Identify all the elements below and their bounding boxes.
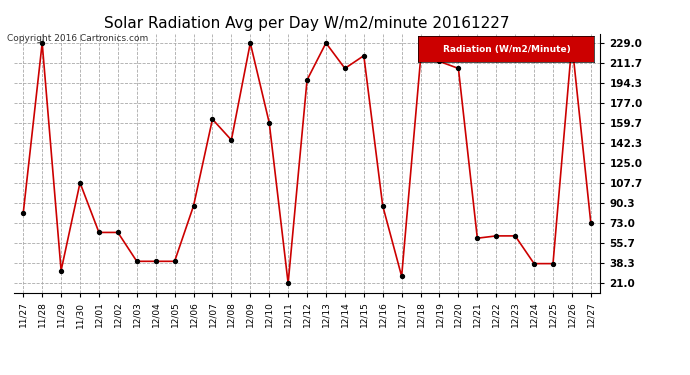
- Text: Copyright 2016 Cartronics.com: Copyright 2016 Cartronics.com: [7, 34, 148, 43]
- Point: [529, 261, 540, 267]
- Point: [491, 233, 502, 239]
- Point: [150, 258, 161, 264]
- Point: [112, 230, 124, 236]
- Point: [75, 180, 86, 186]
- Point: [547, 261, 558, 267]
- Title: Solar Radiation Avg per Day W/m2/minute 20161227: Solar Radiation Avg per Day W/m2/minute …: [104, 16, 510, 31]
- Point: [264, 120, 275, 126]
- Point: [37, 40, 48, 46]
- Point: [396, 273, 407, 279]
- Point: [339, 65, 351, 71]
- Point: [377, 203, 388, 209]
- Point: [453, 65, 464, 71]
- Point: [434, 58, 445, 64]
- Point: [169, 258, 180, 264]
- Point: [207, 116, 218, 122]
- Point: [245, 40, 256, 46]
- Point: [226, 137, 237, 143]
- Point: [188, 203, 199, 209]
- Point: [585, 220, 596, 226]
- Point: [131, 258, 142, 264]
- Point: [18, 210, 29, 216]
- Point: [320, 40, 331, 46]
- Point: [56, 267, 67, 273]
- Point: [302, 77, 313, 83]
- Point: [510, 233, 521, 239]
- Point: [566, 40, 578, 46]
- Point: [415, 56, 426, 62]
- Point: [93, 230, 104, 236]
- Point: [472, 235, 483, 241]
- Point: [358, 53, 369, 59]
- Point: [283, 280, 294, 286]
